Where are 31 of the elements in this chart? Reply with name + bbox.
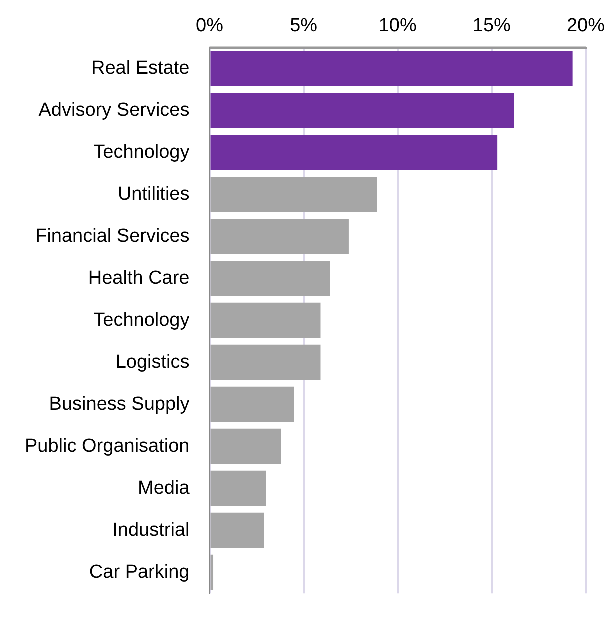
y-tick-label: Industrial	[112, 520, 190, 541]
y-tick-label: Real Estate	[92, 58, 190, 80]
y-tick-label: Car Parking	[89, 562, 190, 583]
bar	[210, 470, 266, 506]
y-tick-label: Logistics	[116, 352, 190, 373]
y-tick-label: Public Organisation	[24, 436, 190, 457]
bar	[210, 302, 321, 338]
bar	[210, 554, 214, 590]
bar	[210, 344, 321, 380]
x-tick-label: 0%	[196, 16, 224, 37]
bar	[210, 512, 264, 548]
bar	[210, 93, 515, 129]
bar	[210, 51, 573, 87]
y-tick-label: Health Care	[88, 268, 190, 289]
y-tick-label: Untilities	[118, 184, 190, 205]
y-tick-label: Media	[138, 478, 190, 499]
x-tick-label: 10%	[378, 16, 417, 37]
x-tick-label: 20%	[566, 16, 606, 37]
x-tick-label: 5%	[290, 16, 318, 37]
y-tick-label: Business Supply	[49, 394, 190, 415]
bar	[210, 134, 498, 171]
bar	[210, 428, 282, 464]
y-tick-label: Financial Services	[36, 226, 190, 247]
bar	[210, 218, 349, 254]
bar	[210, 260, 330, 296]
x-tick-label: 15%	[472, 16, 512, 37]
bar	[210, 176, 378, 213]
y-tick-label: Technology	[94, 310, 190, 331]
y-tick-label: Technology	[94, 142, 190, 163]
y-tick-label: Advisory Services	[38, 100, 190, 122]
bar	[210, 386, 294, 422]
